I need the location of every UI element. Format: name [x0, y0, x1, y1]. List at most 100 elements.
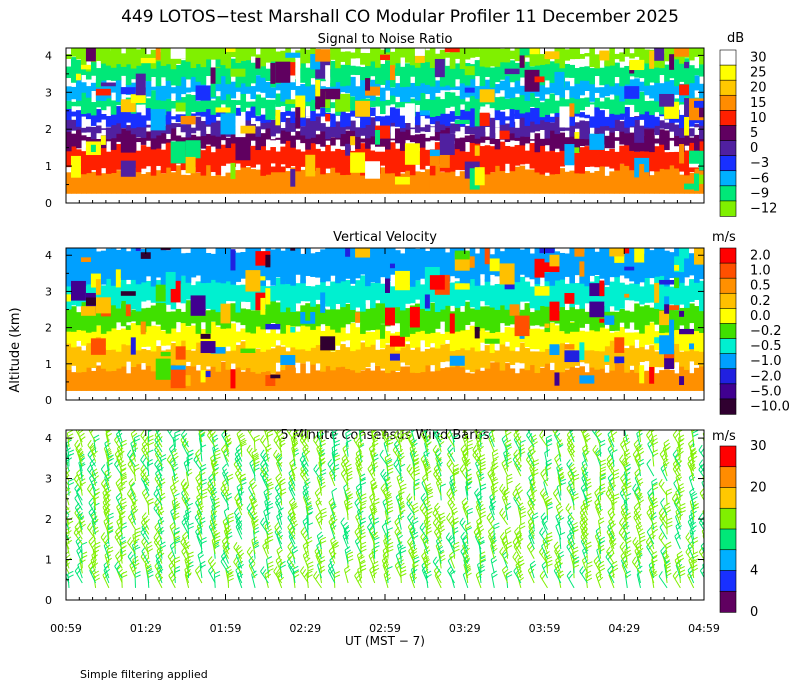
- heatmap-cell: [584, 76, 590, 91]
- heatmap-cell: [564, 331, 571, 343]
- wind-barb-feather: [493, 525, 500, 530]
- heatmap-cell: [419, 307, 426, 331]
- wind-barb: [488, 536, 495, 550]
- heatmap-cell: [504, 173, 511, 194]
- wind-barb-feather: [368, 525, 374, 531]
- heatmap-cell: [155, 346, 162, 364]
- heatmap-cell: [454, 119, 470, 124]
- wind-barb: [170, 511, 176, 525]
- wind-barb-feather: [408, 467, 413, 473]
- wind-barb-feather: [235, 544, 240, 551]
- heatmap-cell: [574, 132, 580, 139]
- heatmap-cell: [215, 81, 222, 92]
- wind-barb: [372, 564, 376, 579]
- heatmap-cell: [434, 307, 441, 329]
- wind-barb-feather: [315, 574, 320, 580]
- heatmap-cell: [370, 340, 376, 363]
- wind-barb-feather: [66, 539, 73, 545]
- wind-barb-feather: [464, 547, 470, 553]
- wind-barb-feather: [387, 467, 394, 471]
- wind-barb-feather: [130, 563, 136, 569]
- wind-barb: [114, 439, 123, 453]
- wind-barb-feather: [236, 471, 242, 477]
- wind-barb-feather: [408, 539, 414, 546]
- heatmap-cell: [80, 257, 91, 262]
- wind-barb-feather: [461, 520, 466, 526]
- heatmap-cell: [320, 123, 326, 132]
- heatmap-cell: [195, 116, 202, 131]
- heatmap-cell: [140, 308, 147, 333]
- heatmap-cell: [389, 138, 396, 141]
- heatmap-cell: [644, 61, 650, 86]
- heatmap-cell: [589, 133, 605, 150]
- heatmap-cell: [524, 69, 540, 92]
- heatmap-cell: [669, 118, 675, 132]
- heatmap-cell: [290, 367, 296, 391]
- heatmap-cell: [394, 61, 401, 76]
- wind-barb: [327, 570, 336, 584]
- wind-barb-feather: [462, 536, 468, 542]
- heatmap-cell: [449, 92, 456, 107]
- wind-barb-feather: [195, 565, 200, 571]
- heatmap-cell: [370, 48, 376, 62]
- heatmap-cell: [669, 252, 675, 278]
- heatmap-cell: [240, 328, 247, 340]
- heatmap-cell: [175, 114, 182, 123]
- heatmap-cell: [90, 126, 97, 140]
- wind-barb-feather: [267, 568, 274, 572]
- wind-barb: [79, 559, 83, 574]
- heatmap-cell: [489, 349, 496, 362]
- heatmap-cell: [110, 100, 117, 115]
- wind-barb-feather: [299, 566, 305, 572]
- wind-barb-feather: [321, 514, 327, 519]
- heatmap-cell: [399, 48, 406, 58]
- heatmap-cell: [285, 361, 296, 374]
- heatmap-cell: [389, 87, 396, 96]
- heatmap-cell: [360, 342, 366, 371]
- heatmap-cell: [385, 278, 390, 293]
- heatmap-cell: [529, 328, 536, 350]
- heatmap-cell: [325, 364, 331, 391]
- heatmap-cell: [70, 133, 77, 147]
- heatmap-cell: [474, 326, 480, 339]
- wind-barb: [210, 511, 216, 525]
- heatmap-cell: [335, 48, 341, 69]
- heatmap-cell: [549, 348, 556, 363]
- heatmap-cell: [375, 116, 381, 122]
- wind-barb-feather: [73, 527, 78, 534]
- heatmap-cell: [370, 117, 376, 137]
- wind-barb: [127, 556, 136, 569]
- heatmap-cell: [444, 52, 451, 58]
- wind-barb-feather: [434, 559, 440, 565]
- wind-barb-feather: [382, 546, 388, 551]
- heatmap-cell: [115, 78, 122, 102]
- wind-barb-feather: [148, 426, 154, 428]
- wind-barb-feather: [106, 425, 111, 428]
- wind-barb-feather: [118, 425, 123, 429]
- heatmap-cell: [469, 168, 480, 190]
- wind-barb-feather: [320, 507, 327, 512]
- heatmap-cell: [594, 107, 600, 128]
- heatmap-cell: [529, 362, 536, 391]
- heatmap-cell: [549, 122, 556, 131]
- heatmap-cell: [619, 145, 625, 164]
- wind-barb-feather: [93, 530, 99, 535]
- wind-barb-feather: [154, 561, 159, 567]
- wind-barb: [166, 459, 176, 472]
- wind-barb-feather: [460, 531, 465, 538]
- heatmap-cell: [335, 66, 341, 83]
- heatmap-cell: [469, 277, 476, 308]
- heatmap-cell: [285, 302, 291, 326]
- heatmap-cell: [684, 183, 695, 190]
- heatmap-cell: [389, 95, 396, 105]
- heatmap-cell: [524, 169, 531, 194]
- wind-barb: [196, 497, 203, 511]
- heatmap-cell: [250, 128, 256, 141]
- heatmap-cell: [459, 137, 466, 152]
- heatmap-cell: [145, 350, 152, 366]
- heatmap-cell: [140, 145, 147, 169]
- wind-barb-feather: [342, 521, 348, 527]
- heatmap-cell: [185, 343, 192, 362]
- heatmap-cell: [684, 362, 690, 391]
- heatmap-cell: [170, 342, 177, 365]
